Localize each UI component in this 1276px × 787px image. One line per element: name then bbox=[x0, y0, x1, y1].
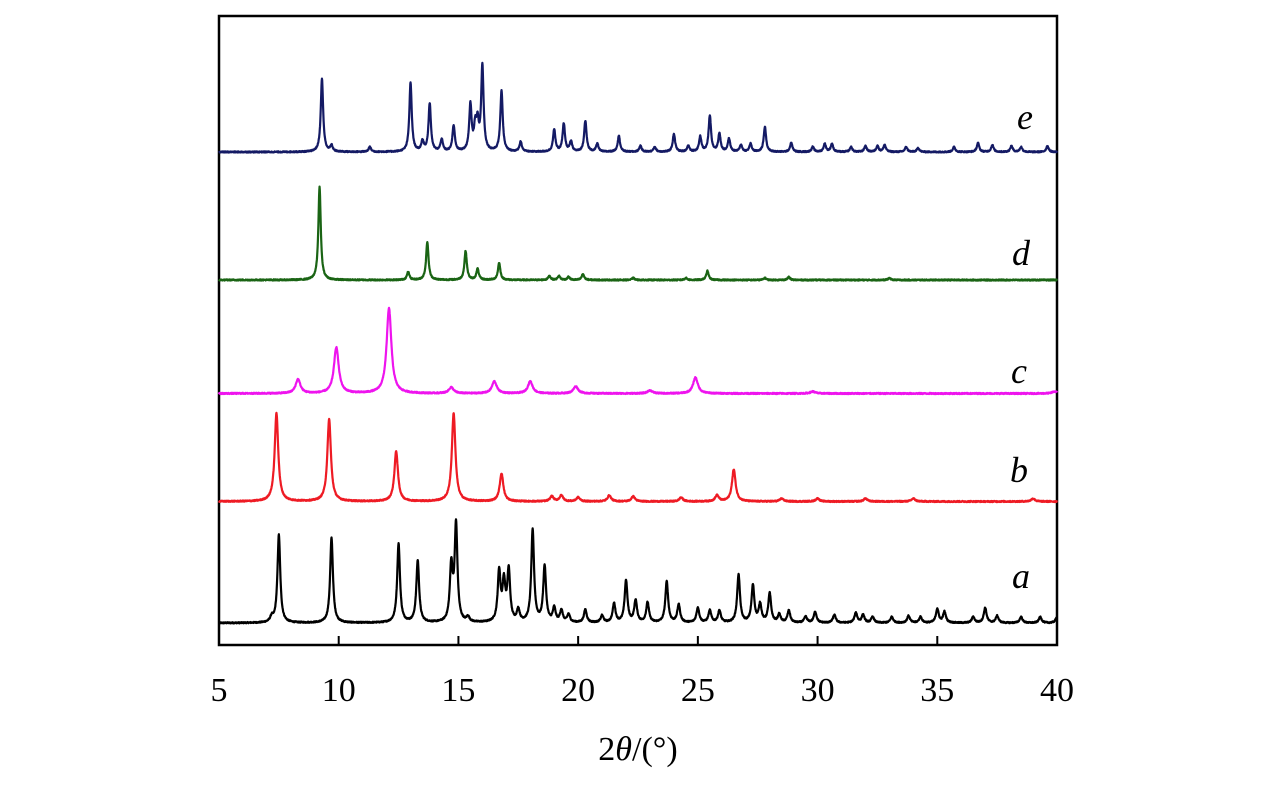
series-layer bbox=[217, 61, 1059, 625]
series-line-c bbox=[217, 306, 1059, 396]
x-tick-label: 40 bbox=[1040, 672, 1074, 709]
series-line-b bbox=[217, 411, 1059, 504]
x-axis-title: 2θ/(°) bbox=[598, 731, 677, 768]
x-tick-label: 10 bbox=[322, 672, 356, 709]
x-tick-label: 25 bbox=[681, 672, 715, 709]
plot-frame bbox=[217, 14, 1059, 647]
x-tick-label: 15 bbox=[441, 672, 475, 709]
series-label-b: b bbox=[1010, 450, 1028, 490]
series-line-e bbox=[218, 61, 1059, 154]
x-tick-label: 30 bbox=[801, 672, 835, 709]
series-label-e: e bbox=[1017, 97, 1033, 137]
series-line-a bbox=[218, 518, 1058, 625]
series-label-c: c bbox=[1011, 351, 1027, 391]
x-tick-label: 35 bbox=[920, 672, 954, 709]
series-label-a: a bbox=[1012, 556, 1030, 596]
series-labels: a b c d e bbox=[1010, 97, 1033, 596]
x-tick-label: 20 bbox=[561, 672, 595, 709]
series-label-d: d bbox=[1012, 233, 1031, 273]
series-line-d bbox=[218, 185, 1059, 282]
x-axis-ticks: 5 10 15 20 25 30 35 40 bbox=[211, 636, 1074, 709]
x-tick-label: 5 bbox=[211, 672, 228, 709]
